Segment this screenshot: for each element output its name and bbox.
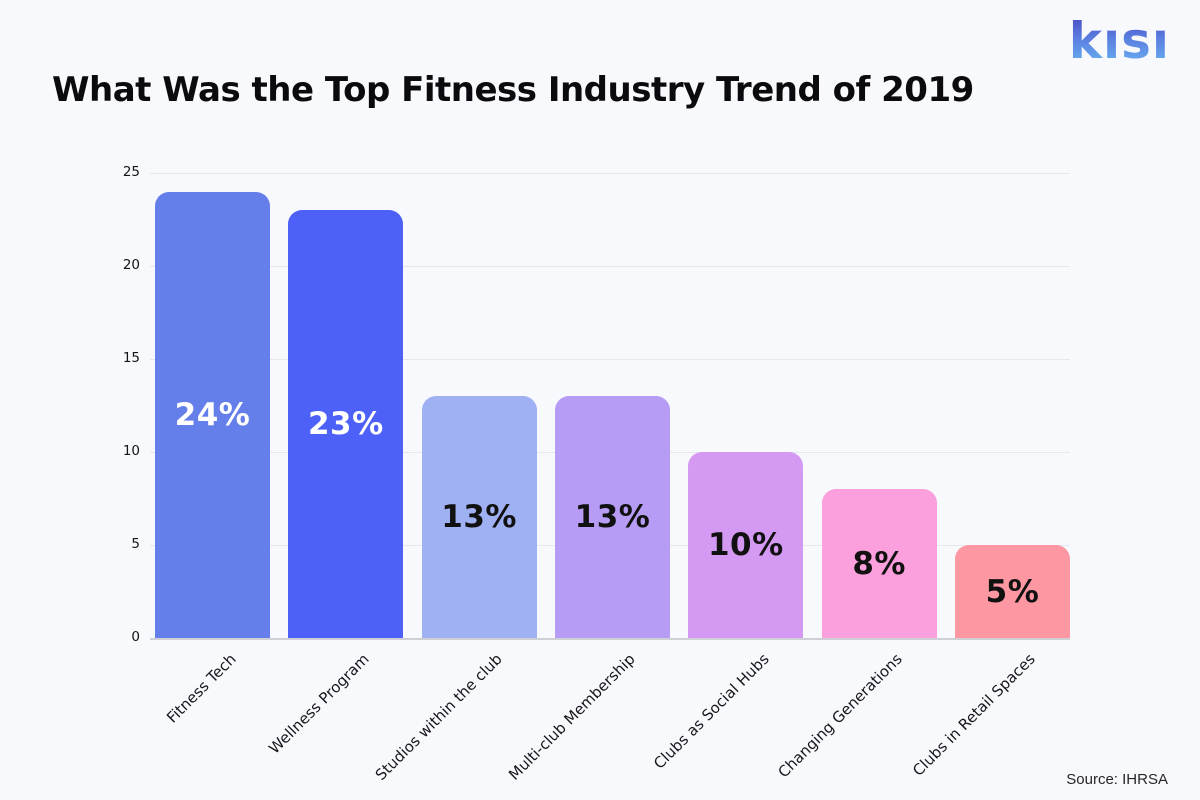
page-title: What Was the Top Fitness Industry Trend … [52,70,974,110]
bar: 13% [554,396,670,638]
gridline [150,173,1070,174]
y-tick-label: 20 [122,257,140,273]
gridline [150,359,1070,360]
bar-value-label: 13% [574,499,651,536]
bar: 5% [954,545,1070,638]
y-tick-label: 5 [131,536,140,552]
gridline [150,266,1070,267]
x-axis-label: Fitness Tech [162,650,240,727]
x-axis-line [150,638,1070,640]
bar: 23% [288,210,404,638]
y-tick-label: 25 [122,164,140,180]
y-tick-label: 0 [131,629,140,645]
kisi-logo: kısı [1068,12,1170,70]
bar-value-label: 8% [852,545,906,582]
bar: 13% [421,396,537,638]
bar-value-label: 13% [441,499,517,536]
source-note: Source: IHRSA [1066,771,1168,788]
bar: 8% [821,489,937,638]
bar-value-label: 23% [307,406,384,443]
y-tick-label: 10 [122,443,140,459]
y-tick-label: 15 [122,350,140,366]
bar: 24% [155,191,270,638]
bar: 10% [688,452,804,638]
bar-value-label: 10% [707,527,784,563]
bar-value-label: 5% [985,573,1040,610]
bar-value-label: 24% [174,396,251,433]
